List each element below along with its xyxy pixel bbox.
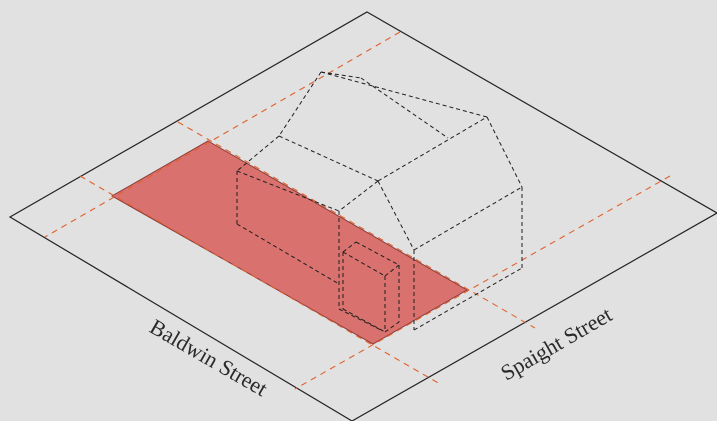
parcel-outline (8, 11, 717, 421)
setback-line-rear (44, 31, 401, 238)
setback-line-front (294, 175, 671, 390)
setback-line-left (79, 175, 441, 385)
setback-lines (44, 31, 671, 390)
street-label-spaight: Spaight Street (496, 302, 616, 386)
accessory-block-wireframe (342, 241, 400, 333)
setback-line-right (177, 121, 536, 329)
buildable-footprint (110, 140, 469, 345)
house-massing-wireframe (236, 71, 523, 332)
street-label-baldwin: Baldwin Street (146, 314, 272, 401)
